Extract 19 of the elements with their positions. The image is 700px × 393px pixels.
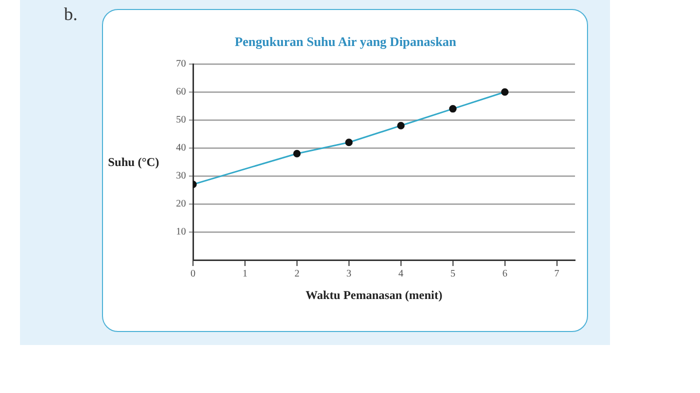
chart-title: Pengukuran Suhu Air yang Dipanaskan — [234, 34, 458, 50]
x-tick-label: 6 — [502, 268, 508, 280]
x-tick-label: 2 — [294, 268, 300, 280]
y-tick-label: 30 — [176, 170, 186, 182]
x-tick-label: 5 — [450, 268, 456, 280]
text: b. — [64, 4, 78, 25]
x-tick-label: 1 — [242, 268, 248, 280]
y-axis-title: Suhu (°C) — [108, 155, 160, 170]
y-tick-label: 60 — [176, 86, 186, 98]
y-tick-label: 40 — [176, 142, 186, 154]
y-tick-label: 20 — [176, 198, 186, 210]
x-axis-title: Waktu Pemanasan (menit) — [304, 288, 444, 303]
x-tick-label: 4 — [398, 268, 404, 280]
y-tick-label: 70 — [176, 58, 186, 70]
x-tick-label: 0 — [190, 268, 196, 280]
y-tick-label: 50 — [176, 114, 186, 126]
x-tick-label: 3 — [346, 268, 352, 280]
x-tick-label: 7 — [554, 268, 560, 280]
y-tick-label: 10 — [176, 226, 186, 238]
